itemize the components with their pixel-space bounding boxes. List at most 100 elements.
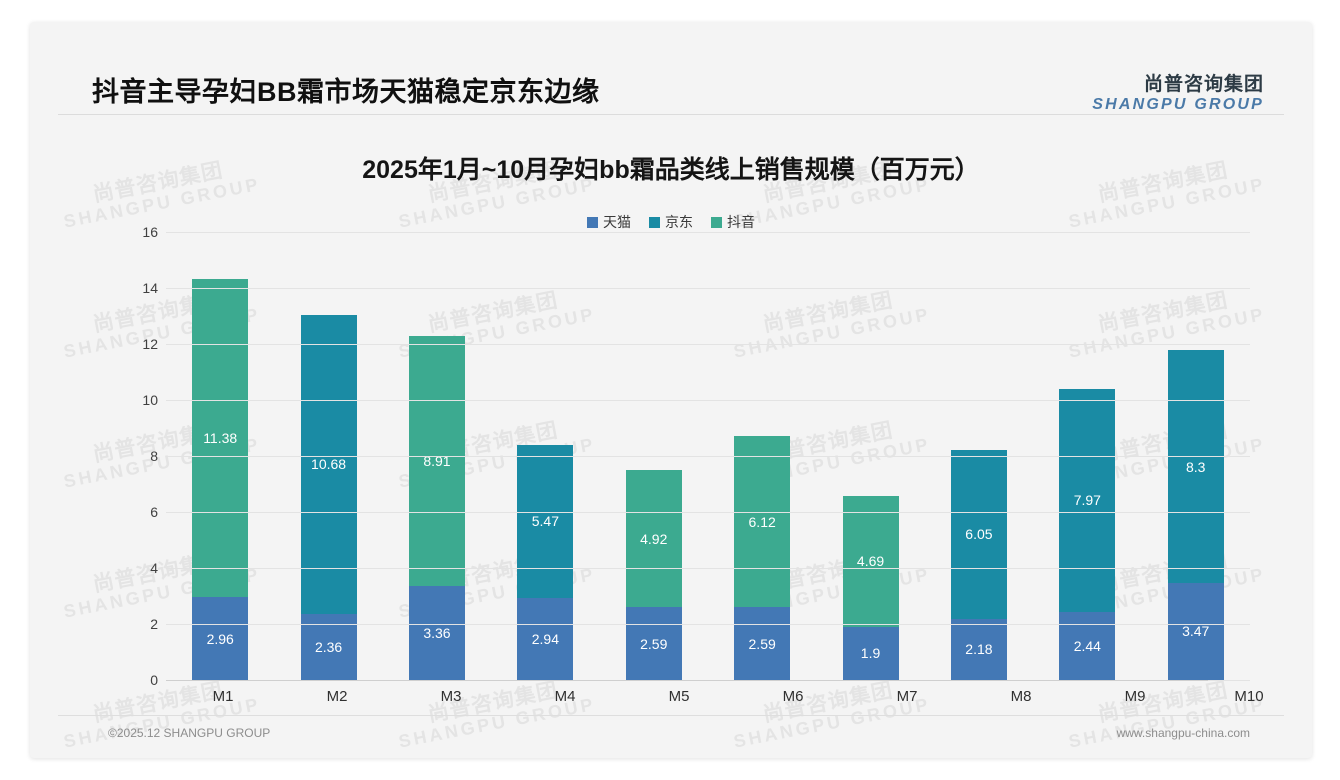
- x-axis-tick-label: M6: [782, 687, 804, 705]
- x-axis-tick-label: M10: [1234, 687, 1264, 705]
- bar-value-label: 5.47: [531, 513, 559, 530]
- gridline: [166, 456, 1250, 457]
- x-axis-tick-label: M9: [1124, 687, 1146, 705]
- legend-label: 天猫: [603, 214, 631, 230]
- footer-divider: [58, 715, 1284, 716]
- legend-item-1[interactable]: 京东: [649, 212, 693, 232]
- x-axis-tick-label: M2: [326, 687, 348, 705]
- slide-canvas: 尚普咨询集团 SHANGPU GROUP 尚普咨询集团 SHANGPU GROUP 尚普…: [30, 22, 1312, 758]
- bar-value-label: 3.47: [1182, 623, 1210, 640]
- bar-value-label: 2.44: [1073, 637, 1101, 654]
- bar-value-label: 10.68: [311, 456, 347, 473]
- x-axis-tick-label: M8: [1010, 687, 1032, 705]
- bar-stack: 8.91 3.36: [408, 336, 465, 680]
- bar-segment[interactable]: 2.18: [950, 618, 1007, 680]
- footer-website[interactable]: www.shangpu-china.com: [1116, 726, 1250, 740]
- bar-column[interactable]: 08.913.36: [383, 232, 491, 680]
- logo-english-text: SHANGPU GROUP: [1092, 96, 1264, 114]
- bar-value-label: 7.97: [1073, 492, 1101, 509]
- bar-value-label: 8.91: [423, 453, 451, 470]
- legend-label: 京东: [665, 214, 693, 230]
- gridline: [166, 568, 1250, 569]
- bar-column[interactable]: 06.122.59: [708, 232, 816, 680]
- footer-copyright: ©2025.12 SHANGPU GROUP: [108, 726, 271, 740]
- chart-plot-area: 011.382.9610.682.3608.913.365.472.9404.9…: [128, 224, 1256, 688]
- bar-value-label: 2.59: [640, 635, 668, 652]
- bar-column[interactable]: 011.382.96: [166, 232, 274, 680]
- gridline: [166, 232, 1250, 233]
- legend-label: 抖音: [727, 214, 755, 230]
- y-axis-tick-label: 4: [150, 560, 158, 576]
- bar-segment[interactable]: 2.59: [625, 607, 682, 680]
- gridline: [166, 344, 1250, 345]
- bar-value-label: 2.94: [531, 630, 559, 647]
- legend-item-2[interactable]: 抖音: [711, 212, 755, 232]
- bar-segment[interactable]: 1.9: [842, 626, 899, 680]
- bar-column[interactable]: 04.922.59: [600, 232, 708, 680]
- legend-item-0[interactable]: 天猫: [587, 212, 631, 232]
- x-axis-tick-label: M7: [896, 687, 918, 705]
- bar-segment[interactable]: 2.96: [192, 597, 249, 680]
- header-divider: [58, 114, 1284, 115]
- page-title: 抖音主导孕妇BB霜市场天猫稳定京东边缘: [92, 77, 600, 107]
- bar-column[interactable]: 7.97 2.44: [1033, 232, 1141, 680]
- bar-segment[interactable]: 5.47: [517, 444, 574, 598]
- legend-swatch-icon: [649, 216, 660, 228]
- bar-value-label: 4.69: [856, 553, 885, 570]
- bar-stack: 4.69 1.9: [842, 495, 899, 680]
- bar-segment[interactable]: 2.59: [734, 607, 791, 680]
- bar-column[interactable]: 6.05 2.18: [925, 232, 1033, 680]
- y-axis-tick-label: 6: [150, 504, 158, 520]
- chart-legend: 天猫 京东 抖音: [30, 212, 1312, 232]
- bar-stack: 7.97 2.44: [1059, 388, 1116, 680]
- x-axis-line: [166, 680, 1208, 681]
- bar-segment[interactable]: 3.47: [1167, 582, 1224, 680]
- bar-stack: 11.38 2.96: [192, 278, 249, 680]
- legend-swatch-icon: [711, 216, 722, 228]
- bar-segment[interactable]: 4.92: [625, 469, 682, 608]
- bar-group: 011.382.9610.682.3608.913.365.472.9404.9…: [166, 232, 1250, 680]
- brand-logo: 尚普咨询集团 SHANGPU GROUP: [1092, 74, 1264, 114]
- bar-stack: 8.3 3.47: [1167, 350, 1224, 680]
- y-axis-tick-label: 14: [142, 280, 158, 296]
- bar-value-label: 2.96: [206, 630, 234, 647]
- bar-stack: 6.05 2.18: [950, 449, 1007, 680]
- x-axis-tick-label: M5: [668, 687, 690, 705]
- bar-value-label: 4.92: [640, 530, 668, 547]
- chart-title: 2025年1月~10月孕妇bb霜品类线上销售规模（百万元）: [362, 156, 980, 184]
- bar-segment[interactable]: 6.12: [734, 436, 791, 608]
- bar-value-label: 2.36: [314, 638, 343, 655]
- bar-column[interactable]: 8.3 3.47: [1142, 232, 1250, 680]
- bar-segment[interactable]: 11.38: [192, 278, 249, 598]
- x-axis-tick-label: M3: [440, 687, 462, 705]
- bar-value-label: 8.3: [1185, 458, 1206, 475]
- bar-segment[interactable]: 8.3: [1167, 350, 1224, 583]
- bar-segment[interactable]: 8.91: [408, 336, 465, 586]
- bar-segment[interactable]: 2.94: [517, 597, 574, 680]
- y-axis-tick-label: 2: [150, 616, 158, 632]
- y-axis-tick-label: 12: [142, 336, 158, 352]
- logo-chinese-text: 尚普咨询集团: [1143, 74, 1264, 95]
- bar-column[interactable]: 5.47 2.94: [491, 232, 599, 680]
- x-axis-tick-label: M1: [212, 687, 234, 705]
- bar-stack: 5.47 2.94: [517, 444, 574, 680]
- bar-column[interactable]: 04.691.9: [816, 232, 924, 680]
- x-axis-tick-label: M4: [554, 687, 576, 705]
- gridline: [166, 400, 1250, 401]
- y-axis-tick-label: 16: [142, 224, 158, 240]
- y-axis-tick-label: 10: [142, 392, 158, 408]
- bar-value-label: 1.9: [860, 645, 881, 662]
- slide-header: 抖音主导孕妇BB霜市场天猫稳定京东边缘 尚普咨询集团 SHANGPU GROUP: [30, 22, 1312, 114]
- legend-swatch-icon: [587, 216, 598, 228]
- bar-stack: 10.68 2.36: [300, 314, 357, 680]
- bar-segment[interactable]: 4.69: [842, 495, 899, 627]
- bar-stack: 6.12 2.59: [734, 436, 791, 680]
- bar-value-label: 3.36: [423, 624, 451, 641]
- y-axis-tick-label: 8: [150, 448, 158, 464]
- bar-segment[interactable]: 6.05: [950, 449, 1007, 619]
- bar-segment[interactable]: 7.97: [1059, 388, 1116, 612]
- bar-segment[interactable]: 3.36: [408, 585, 465, 680]
- bar-value-label: 2.59: [748, 635, 776, 652]
- bar-segment[interactable]: 10.68: [300, 314, 357, 614]
- bar-segment[interactable]: 2.44: [1059, 611, 1116, 680]
